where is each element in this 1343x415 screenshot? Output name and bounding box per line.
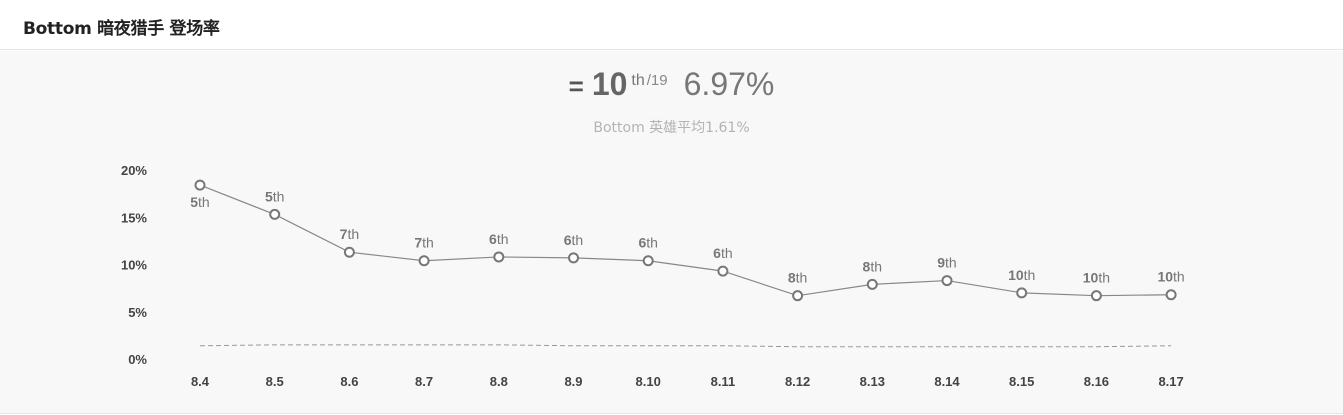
trend-equal-icon: = [568,71,584,101]
rank-label: 6th [638,235,657,251]
x-tick-label: 8.17 [1158,374,1183,389]
data-point [792,290,804,302]
rank-label: 10th [1083,270,1110,286]
data-point [269,208,281,220]
data-point [642,255,654,267]
rank-label: 9th [937,255,956,271]
rank-label: 5th [265,188,284,204]
data-point [194,179,206,191]
data-point [1016,287,1028,299]
rank-label: 8th [863,258,882,274]
page-header: Bottom 暗夜猎手 登场率 [0,0,1343,50]
rank-label: 6th [564,232,583,248]
y-tick-label: 10% [121,258,147,273]
rank-label: 6th [713,245,732,261]
y-tick-label: 0% [128,352,147,367]
x-tick-label: 8.4 [191,374,210,389]
page-title: Bottom 暗夜猎手 登场率 [23,19,220,39]
rank-total: /19 [646,72,668,89]
x-tick-label: 8.15 [1009,374,1034,389]
data-point [1165,289,1177,301]
rank-number: 10 [591,66,628,102]
rank-label: 7th [414,235,433,251]
y-tick-label: 15% [121,210,147,225]
rank-label: 7th [340,226,359,242]
x-tick-label: 8.8 [490,374,508,389]
data-point [941,275,953,287]
x-tick-label: 8.11 [711,374,736,389]
y-tick-label: 5% [128,305,147,320]
data-point [1090,290,1102,302]
x-tick-label: 8.12 [785,374,810,389]
chart-panel [0,51,1343,414]
x-tick-label: 8.16 [1084,374,1109,389]
x-tick-label: 8.10 [636,374,661,389]
x-tick-label: 8.5 [266,374,284,389]
x-tick-label: 8.7 [415,374,433,389]
role-average-text: Bottom 英雄平均1.61% [593,120,750,136]
rank-label: 10th [1008,267,1035,283]
rank-label: 8th [788,270,807,286]
y-tick-label: 20% [121,163,147,178]
pick-rate-value: 6.97% [683,66,775,102]
data-point [343,246,355,258]
rank-label: 6th [489,231,508,247]
data-point [418,255,430,267]
data-point [717,265,729,277]
data-point [568,252,579,264]
x-tick-label: 8.9 [564,374,582,389]
x-tick-label: 8.13 [860,374,885,389]
pick-rate-line [199,184,1172,297]
rank-suffix: th [631,72,645,89]
x-tick-label: 8.6 [340,374,358,389]
data-point [493,251,505,263]
x-tick-label: 8.14 [934,374,960,389]
average-line [199,344,1172,348]
rank-label: 10th [1157,269,1184,285]
rank-label: 5th [190,194,209,210]
data-point [866,278,878,290]
